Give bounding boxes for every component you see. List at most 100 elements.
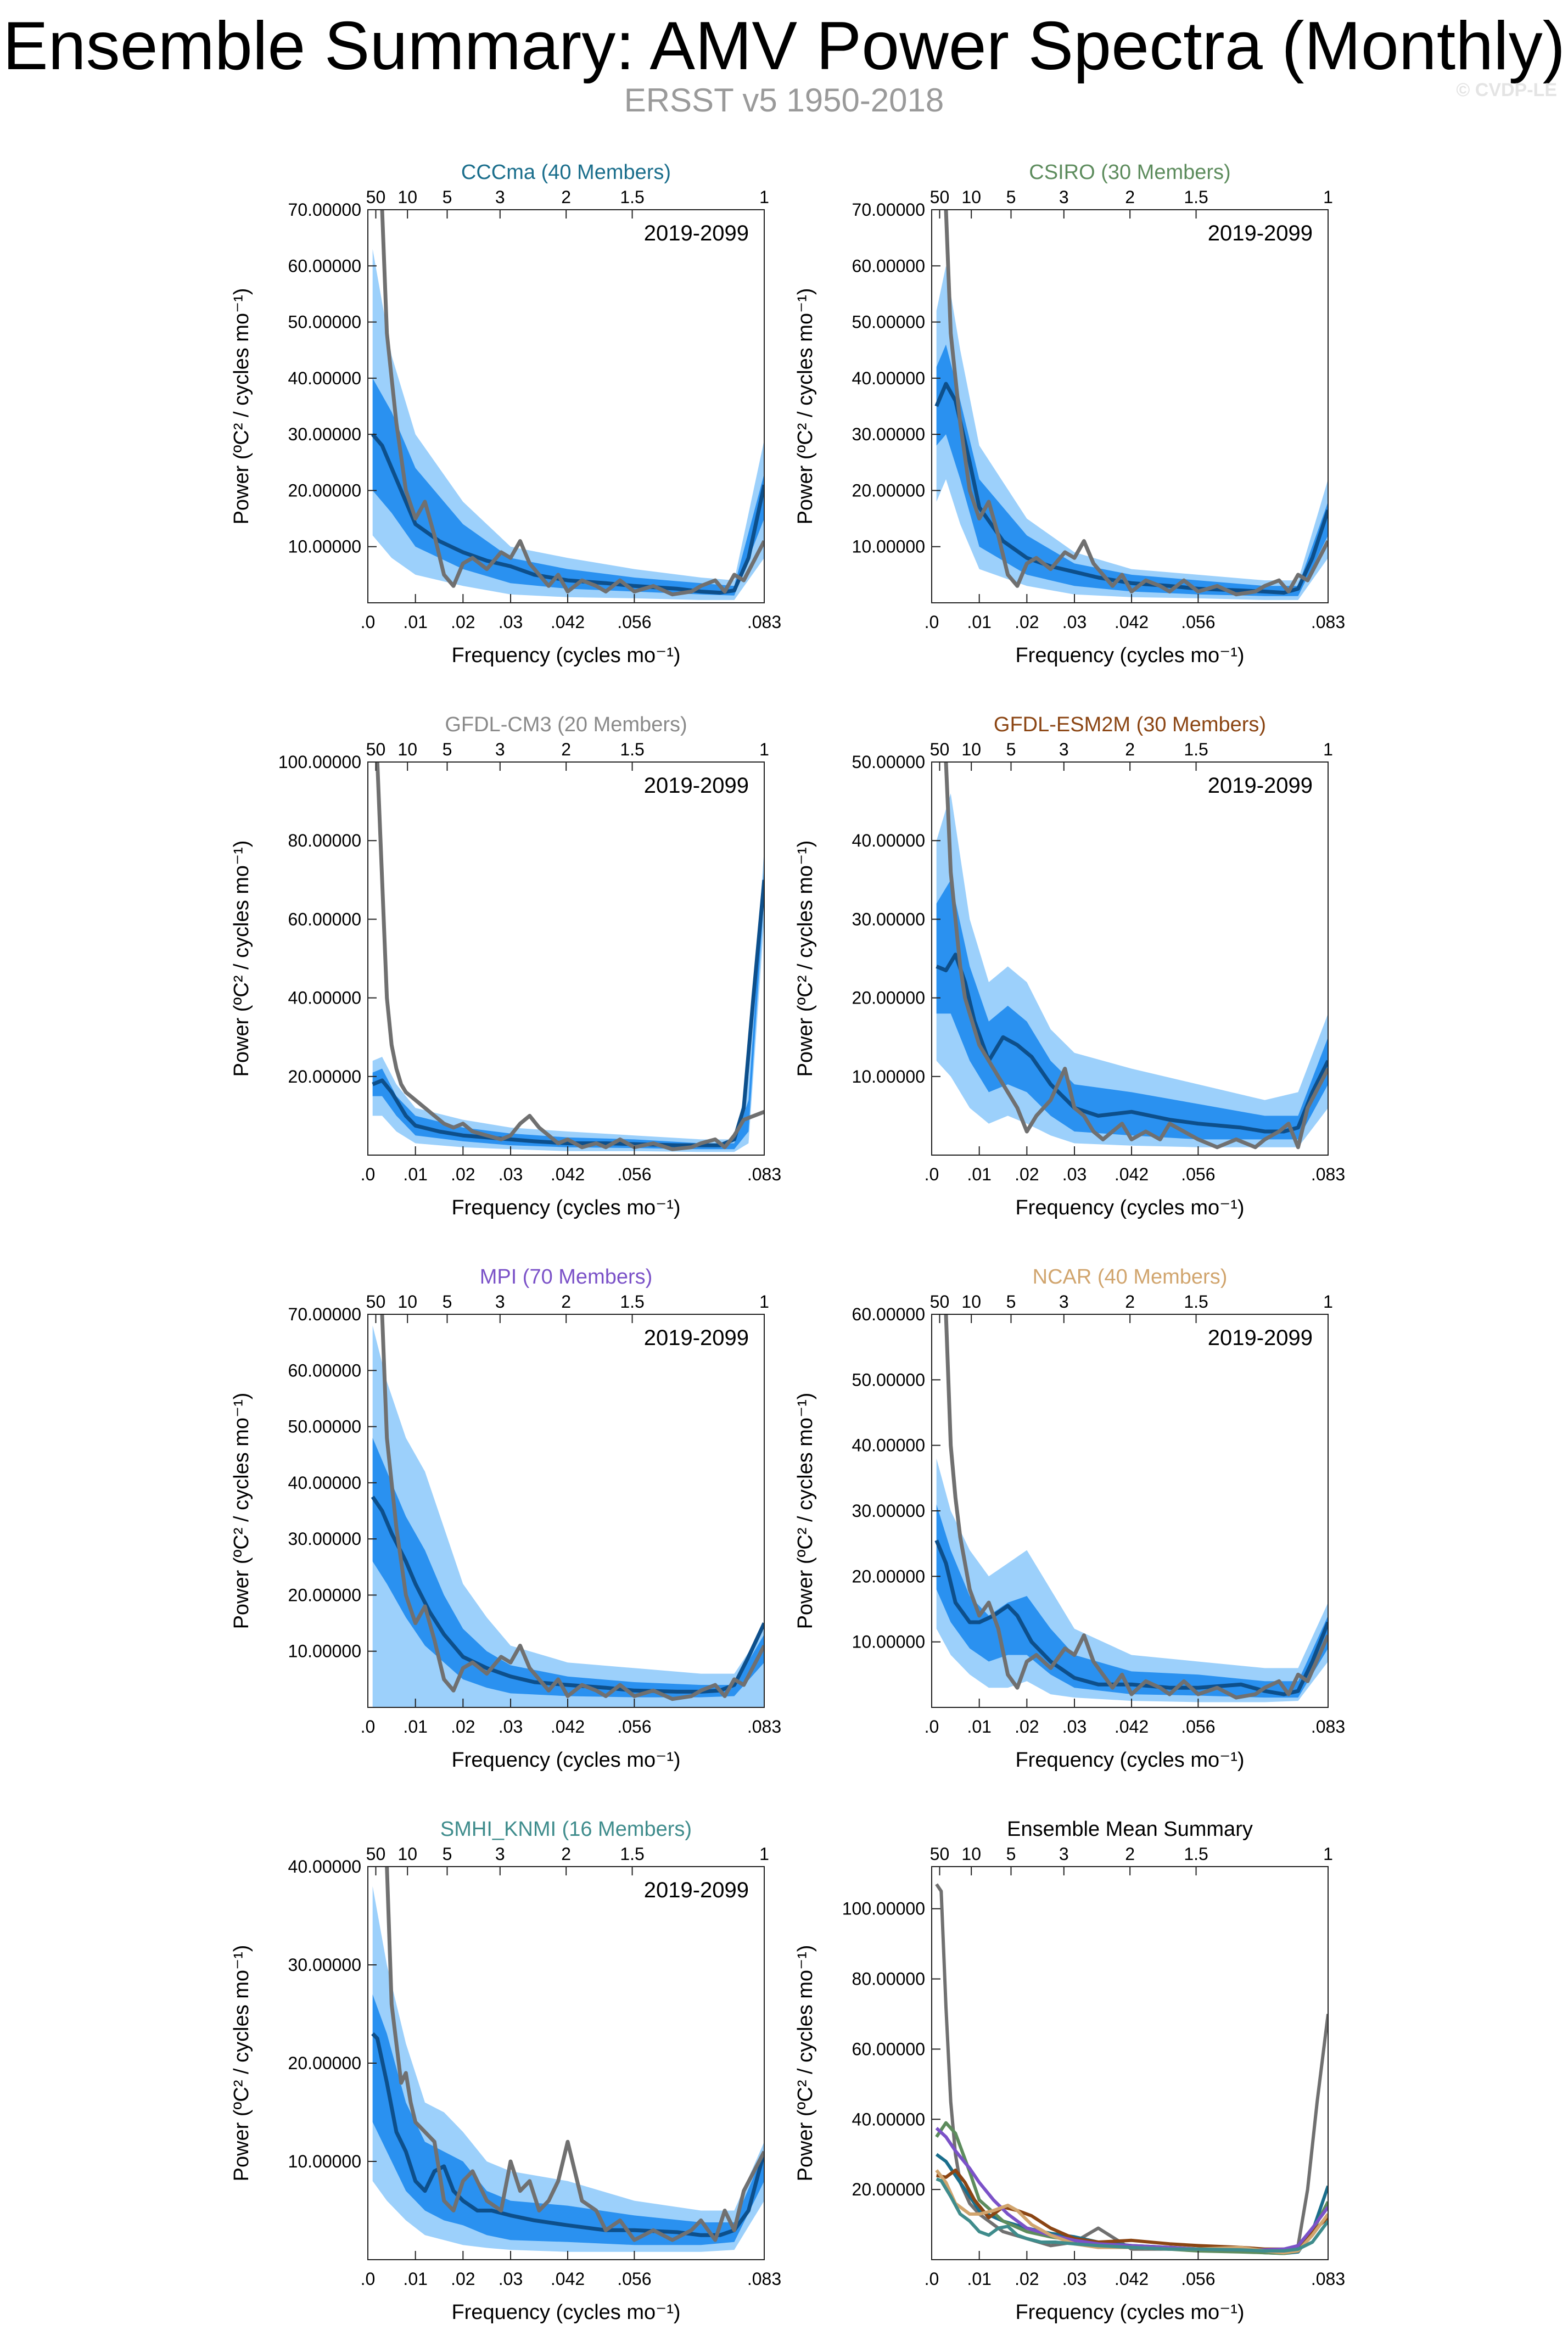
top-tick-label: 2 (561, 1844, 571, 1864)
panel-title: CCCma (40 Members) (461, 161, 671, 184)
top-tick-label: 3 (1059, 1844, 1069, 1864)
x-tick-label: .056 (1181, 1717, 1215, 1736)
y-tick-label: 40.00000 (288, 368, 361, 388)
y-tick-label: 20.00000 (288, 1585, 361, 1605)
y-tick-label: 50.00000 (852, 1370, 925, 1390)
ensemble-mean-line (371, 2032, 764, 2237)
chart-panel-1: .0 .01 .02 .03 .042 .056 .083 50 10 5 3 2 1.5 1 10.000… (230, 161, 781, 667)
x-tick-label: .056 (617, 1164, 651, 1184)
y-tick-label: 70.00000 (288, 200, 361, 220)
x-axis-label: Frequency (cycles mo⁻¹) (1015, 2301, 1244, 2324)
y-tick-label: 40.00000 (852, 1436, 925, 1455)
x-axis-label: Frequency (cycles mo⁻¹) (451, 1749, 680, 1772)
plot-area (935, 1883, 1328, 2255)
period-label: 2019-2099 (644, 774, 749, 798)
x-axis-label: Frequency (cycles mo⁻¹) (451, 1196, 680, 1219)
panel-title: MPI (70 Members) (480, 1265, 653, 1289)
x-tick-label: .083 (1311, 1717, 1345, 1736)
x-tick-label: .083 (747, 612, 781, 632)
series-line-gfdl-cm3 (935, 1883, 1328, 2253)
page-title: Ensemble Summary: AMV Power Spectra (Mon… (2, 8, 1566, 84)
x-tick-label: .01 (403, 1717, 427, 1736)
x-tick-label: .042 (1115, 1717, 1149, 1736)
outer-spread-band (372, 1886, 764, 2252)
y-tick-label: 10.00000 (852, 537, 925, 557)
x-axis-label: Frequency (cycles mo⁻¹) (1015, 1749, 1244, 1772)
ensemble-mean-line (372, 879, 764, 1147)
top-tick-label: 3 (495, 740, 505, 759)
top-tick-label: 5 (1006, 187, 1016, 207)
top-tick-label: 1 (1323, 1292, 1333, 1312)
series-line-smhi_knmi (936, 2177, 1328, 2253)
plot-area (934, 210, 1328, 600)
top-tick-label: 1 (759, 1844, 769, 1864)
y-tick-label: 50.00000 (852, 752, 925, 772)
inner-spread-band (936, 879, 1328, 1140)
obs-line (380, 1314, 764, 1701)
x-tick-label: .056 (617, 612, 651, 632)
x-tick-label: .083 (1311, 1164, 1345, 1184)
chart-panel-6: .0 .01 .02 .03 .042 .056 .083 50 10 5 3 2 1.5 1 10.000… (794, 1265, 1345, 1772)
top-tick-label: 10 (397, 1844, 417, 1864)
x-tick-label: .01 (403, 1164, 427, 1184)
x-tick-label: .01 (967, 2269, 991, 2289)
ensemble-mean-line (934, 1539, 1328, 1696)
top-tick-label: 50 (930, 740, 950, 759)
plot-area (371, 1314, 764, 1707)
top-tick-label: 50 (930, 187, 950, 207)
x-tick-label: .0 (925, 1717, 939, 1736)
x-tick-label: .01 (403, 2269, 427, 2289)
x-axis-label: Frequency (cycles mo⁻¹) (1015, 644, 1244, 667)
inner-spread-band (936, 1504, 1328, 1698)
x-tick-label: .083 (747, 1717, 781, 1736)
plot-area (936, 762, 1328, 1150)
x-tick-label: .042 (551, 2269, 585, 2289)
y-tick-label: 40.00000 (852, 2109, 925, 2129)
y-axis-label: Power (ºC² / cycles mo⁻¹) (230, 1945, 253, 2182)
top-tick-label: 10 (397, 187, 417, 207)
y-axis-label: Power (ºC² / cycles mo⁻¹) (794, 1393, 817, 1629)
obs-line (944, 210, 1328, 597)
inner-spread-band (372, 864, 764, 1150)
top-tick-label: 1.5 (620, 1292, 644, 1312)
y-tick-label: 10.00000 (852, 1632, 925, 1652)
outer-spread-band (372, 848, 764, 1152)
y-tick-label: 20.00000 (852, 1566, 925, 1586)
y-tick-label: 70.00000 (288, 1304, 361, 1324)
y-axis-label: Power (ºC² / cycles mo⁻¹) (230, 1393, 253, 1629)
top-tick-label: 2 (561, 1292, 571, 1312)
top-tick-label: 3 (1059, 187, 1069, 207)
x-tick-label: .0 (925, 1164, 939, 1184)
ensemble-mean-line (371, 433, 764, 595)
chart-panel-5: .0 .01 .02 .03 .042 .056 .083 50 10 5 3 2 1.5 1 10.000… (230, 1265, 781, 1772)
x-tick-label: .01 (403, 612, 427, 632)
y-tick-label: 10.00000 (852, 1067, 925, 1086)
y-tick-label: 80.00000 (852, 1969, 925, 1989)
period-label: 2019-2099 (644, 221, 749, 245)
top-tick-label: 1.5 (1184, 1292, 1208, 1312)
y-axis-label: Power (ºC² / cycles mo⁻¹) (794, 841, 817, 1077)
period-label: 2019-2099 (1208, 1326, 1313, 1350)
y-axis-label: Power (ºC² / cycles mo⁻¹) (794, 1945, 817, 2182)
x-tick-label: .083 (747, 1164, 781, 1184)
x-tick-label: .056 (1181, 612, 1215, 632)
chart-panel-4: .0 .01 .02 .03 .042 .056 .083 50 10 5 3 2 1.5 1 10.000… (794, 713, 1345, 1219)
ensemble-mean-line (934, 382, 1328, 595)
panel-title: NCAR (40 Members) (1033, 1265, 1228, 1289)
panel-title: GFDL-ESM2M (30 Members) (994, 713, 1266, 736)
top-tick-label: 1 (759, 1292, 769, 1312)
y-tick-label: 100.00000 (842, 1899, 925, 1919)
top-tick-label: 5 (1006, 1292, 1016, 1312)
x-tick-label: .03 (499, 1164, 523, 1184)
x-tick-label: .083 (1311, 2269, 1345, 2289)
top-tick-label: 50 (366, 1844, 386, 1864)
y-tick-label: 20.00000 (852, 480, 925, 500)
top-tick-label: 50 (930, 1844, 950, 1864)
outer-spread-band (936, 1458, 1328, 1702)
y-tick-label: 40.00000 (852, 831, 925, 850)
x-tick-label: .042 (1115, 612, 1149, 632)
y-tick-label: 60.00000 (852, 1304, 925, 1324)
top-tick-label: 50 (366, 740, 386, 759)
top-tick-label: 2 (561, 740, 571, 759)
